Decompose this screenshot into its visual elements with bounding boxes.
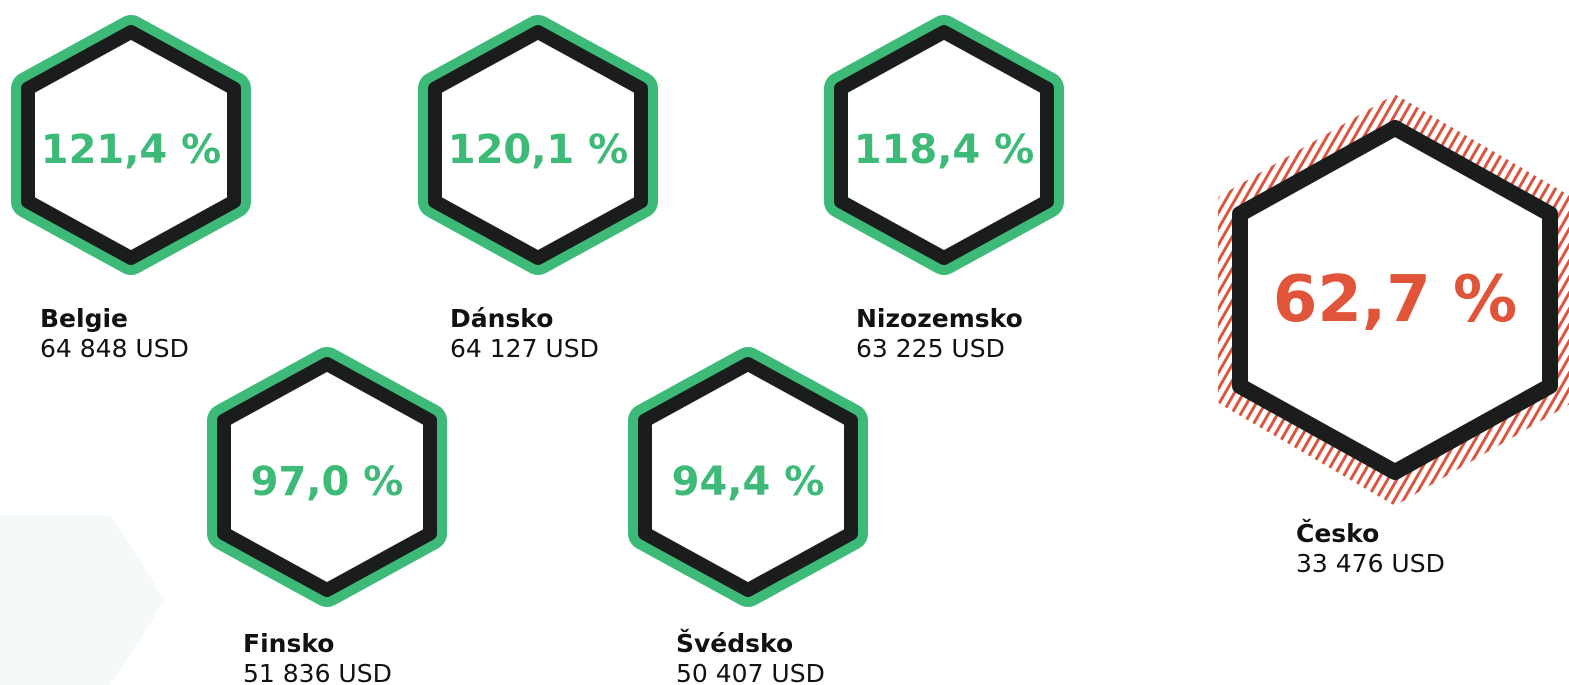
country-name: Dánsko xyxy=(450,304,553,333)
percentage: 121,4 % xyxy=(41,127,222,173)
country-name: Česko xyxy=(1296,518,1379,548)
country-name: Finsko xyxy=(243,629,334,658)
country-name: Švédsko xyxy=(676,628,793,658)
percentage: 120,1 % xyxy=(448,127,629,173)
gdp-value: 51 836 USD xyxy=(243,659,392,685)
hex xyxy=(834,25,1054,265)
hex xyxy=(638,357,858,597)
gdp-value: 64 848 USD xyxy=(40,334,189,363)
hex xyxy=(217,357,437,597)
decor-hex xyxy=(0,515,165,685)
hex xyxy=(1232,120,1558,480)
country-name: Belgie xyxy=(40,304,128,333)
percentage: 94,4 % xyxy=(672,459,825,505)
hex xyxy=(428,25,648,265)
percentage: 97,0 % xyxy=(251,459,404,505)
percentage: 118,4 % xyxy=(854,127,1035,173)
gdp-value: 64 127 USD xyxy=(450,334,599,363)
country-name: Nizozemsko xyxy=(856,304,1023,333)
gdp-value: 63 225 USD xyxy=(856,334,1005,363)
gdp-value: 33 476 USD xyxy=(1296,549,1445,578)
hex xyxy=(21,25,241,265)
percentage: 62,7 % xyxy=(1273,263,1517,337)
gdp-value: 50 407 USD xyxy=(676,659,825,685)
